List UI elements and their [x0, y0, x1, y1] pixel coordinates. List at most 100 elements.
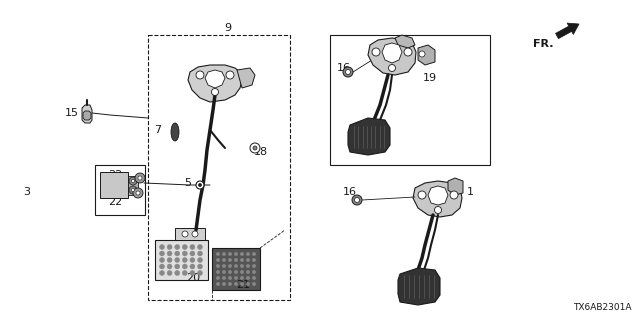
Circle shape — [246, 258, 250, 262]
Polygon shape — [212, 248, 260, 290]
Polygon shape — [448, 178, 463, 195]
Circle shape — [198, 251, 202, 256]
Text: 9: 9 — [225, 23, 232, 33]
Circle shape — [222, 252, 226, 256]
Circle shape — [234, 282, 238, 286]
Circle shape — [175, 244, 180, 250]
Polygon shape — [428, 186, 448, 205]
Circle shape — [129, 177, 137, 185]
Circle shape — [159, 244, 164, 250]
Circle shape — [190, 270, 195, 276]
Circle shape — [234, 270, 238, 274]
Circle shape — [182, 258, 188, 262]
Circle shape — [216, 276, 220, 280]
Circle shape — [192, 231, 198, 237]
Circle shape — [418, 191, 426, 199]
Circle shape — [250, 143, 260, 153]
Circle shape — [252, 276, 256, 280]
Polygon shape — [205, 70, 225, 88]
Polygon shape — [237, 68, 255, 88]
Circle shape — [240, 258, 244, 262]
Circle shape — [159, 251, 164, 256]
Circle shape — [167, 251, 172, 256]
Text: 1: 1 — [467, 187, 474, 197]
Circle shape — [131, 180, 134, 182]
Circle shape — [131, 188, 134, 191]
Circle shape — [167, 270, 172, 276]
Circle shape — [182, 231, 188, 237]
Circle shape — [216, 270, 220, 274]
Circle shape — [190, 258, 195, 262]
Circle shape — [246, 264, 250, 268]
Circle shape — [175, 270, 180, 276]
Circle shape — [196, 71, 204, 79]
Circle shape — [196, 181, 204, 189]
Circle shape — [246, 276, 250, 280]
Circle shape — [372, 48, 380, 56]
Circle shape — [138, 176, 142, 180]
Circle shape — [352, 195, 362, 205]
Polygon shape — [188, 65, 242, 102]
Circle shape — [216, 252, 220, 256]
Circle shape — [167, 264, 172, 269]
Circle shape — [252, 258, 256, 262]
Circle shape — [228, 264, 232, 268]
Circle shape — [234, 252, 238, 256]
Circle shape — [419, 51, 425, 57]
Circle shape — [252, 264, 256, 268]
Text: 20: 20 — [186, 273, 200, 283]
Circle shape — [228, 276, 232, 280]
Polygon shape — [83, 111, 91, 120]
Text: FR.: FR. — [532, 39, 553, 49]
Text: 18: 18 — [254, 147, 268, 157]
Polygon shape — [100, 172, 128, 198]
Polygon shape — [82, 105, 92, 123]
Circle shape — [222, 270, 226, 274]
Circle shape — [228, 258, 232, 262]
Circle shape — [252, 252, 256, 256]
Text: 22: 22 — [108, 197, 122, 207]
Circle shape — [198, 270, 202, 276]
Circle shape — [216, 282, 220, 286]
Circle shape — [129, 186, 137, 194]
Circle shape — [216, 264, 220, 268]
Circle shape — [222, 282, 226, 286]
Text: 19: 19 — [423, 73, 437, 83]
Circle shape — [246, 282, 250, 286]
Circle shape — [167, 258, 172, 262]
Circle shape — [388, 65, 396, 71]
Circle shape — [175, 264, 180, 269]
Circle shape — [240, 264, 244, 268]
Circle shape — [228, 282, 232, 286]
Circle shape — [198, 264, 202, 269]
Ellipse shape — [171, 123, 179, 141]
Circle shape — [182, 244, 188, 250]
Text: TX6AB2301A: TX6AB2301A — [573, 303, 632, 312]
Circle shape — [211, 89, 218, 95]
Circle shape — [136, 191, 140, 195]
FancyArrow shape — [556, 23, 579, 39]
Polygon shape — [413, 181, 462, 217]
Circle shape — [159, 264, 164, 269]
Circle shape — [175, 258, 180, 262]
Text: 5: 5 — [184, 178, 191, 188]
Circle shape — [190, 264, 195, 269]
Bar — [95, 165, 145, 215]
Circle shape — [234, 276, 238, 280]
Text: 16: 16 — [337, 63, 351, 73]
Circle shape — [252, 282, 256, 286]
Bar — [330, 35, 490, 165]
Circle shape — [355, 197, 360, 203]
Polygon shape — [128, 176, 138, 195]
Bar — [148, 35, 290, 300]
Circle shape — [175, 251, 180, 256]
Circle shape — [190, 251, 195, 256]
Circle shape — [234, 258, 238, 262]
Polygon shape — [398, 268, 440, 305]
Circle shape — [450, 191, 458, 199]
Circle shape — [252, 270, 256, 274]
Circle shape — [167, 244, 172, 250]
Circle shape — [346, 69, 351, 75]
Polygon shape — [395, 35, 415, 48]
Circle shape — [240, 252, 244, 256]
